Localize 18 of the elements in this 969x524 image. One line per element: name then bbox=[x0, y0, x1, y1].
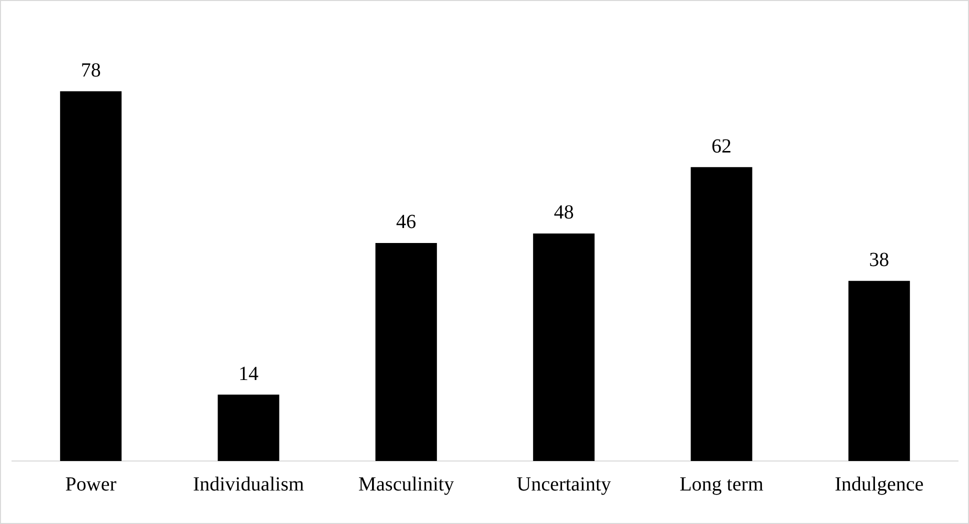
data-label: 46 bbox=[396, 211, 416, 234]
data-label: 48 bbox=[554, 202, 574, 224]
x-tick-label: Uncertainty bbox=[516, 473, 612, 496]
bar bbox=[533, 233, 595, 461]
x-tick-label: Power bbox=[65, 473, 117, 496]
bar bbox=[60, 91, 122, 461]
x-tick-label: Masculinity bbox=[358, 473, 454, 496]
x-tick-label: Individualism bbox=[192, 473, 304, 496]
data-label: 14 bbox=[238, 362, 258, 385]
bar bbox=[848, 280, 910, 461]
x-tick-label: Long term bbox=[680, 473, 764, 496]
bar bbox=[375, 242, 437, 461]
bar bbox=[218, 394, 280, 461]
bar bbox=[690, 167, 752, 461]
data-label: 62 bbox=[712, 135, 732, 158]
x-tick-label: Indulgence bbox=[834, 473, 924, 496]
data-label: 78 bbox=[80, 60, 101, 82]
data-label: 38 bbox=[869, 249, 890, 272]
